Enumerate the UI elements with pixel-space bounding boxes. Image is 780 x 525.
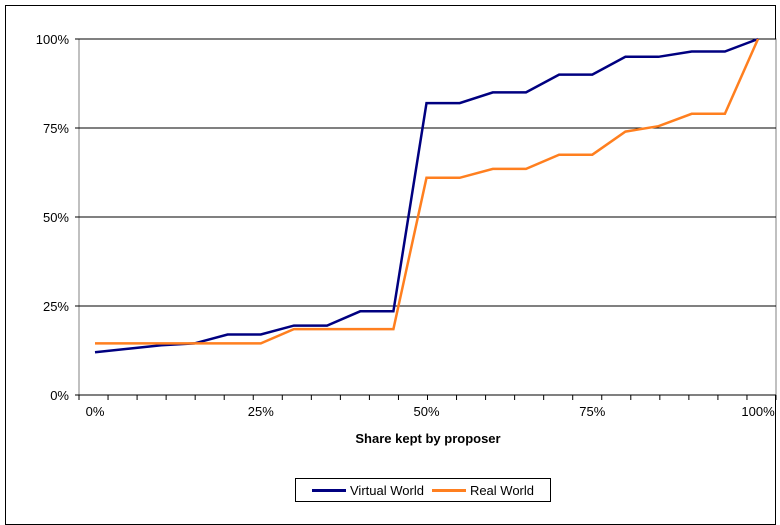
x-tick-label: 75% (579, 404, 605, 419)
legend-label-virtual-world: Virtual World (350, 482, 424, 498)
y-tick-label: 0% (50, 388, 69, 403)
y-tick-label: 50% (43, 210, 69, 225)
x-tick-label: 50% (413, 404, 439, 419)
series-line-real-world (95, 38, 760, 345)
legend-label-real-world: Real World (469, 482, 534, 498)
legend-item-real-world: Real World (431, 482, 534, 498)
series-line-virtual-world (94, 37, 759, 354)
y-tick-label: 100% (36, 32, 70, 47)
legend: Virtual World Real World (295, 478, 551, 502)
y-tick-label: 25% (43, 299, 69, 314)
series-lines (94, 37, 760, 354)
x-tick-label: 25% (248, 404, 274, 419)
line-chart: 0% 25% 50% 75% 100% 0% 25% 50% 75% 100% Share ke… (36, 32, 777, 446)
legend-item-virtual-world: Virtual World (312, 483, 424, 498)
x-axis-title: Share kept by proposer (355, 431, 500, 446)
legend-swatch-virtual-world (312, 488, 346, 492)
x-tick-label: 100% (741, 404, 775, 419)
y-tick-label: 75% (43, 121, 69, 136)
x-tick-label: 0% (86, 404, 105, 419)
x-axis-ticks: 0% 25% 50% 75% 100% (78, 394, 777, 419)
legend-swatch-real-world (431, 488, 466, 492)
y-axis-ticks: 0% 25% 50% 75% 100% (36, 32, 79, 403)
